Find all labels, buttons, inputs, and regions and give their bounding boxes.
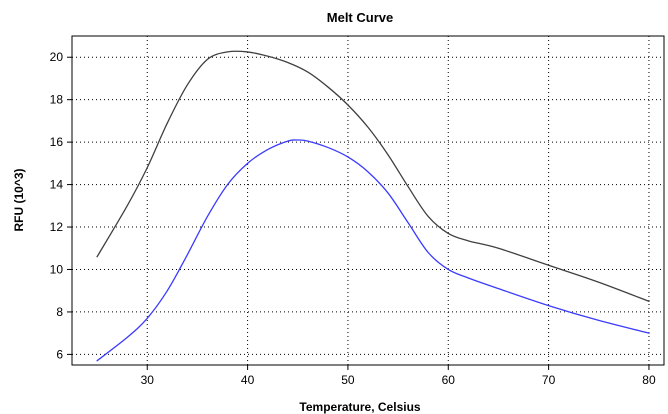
series-layer <box>96 50 650 362</box>
y-tick-label: 10 <box>50 262 64 276</box>
x-axis-label: Temperature, Celsius <box>299 400 420 414</box>
x-tick-label: 70 <box>542 373 556 387</box>
y-tick-label: 14 <box>50 178 64 192</box>
series-line-2 <box>96 139 650 362</box>
grid <box>72 36 664 365</box>
x-tick-label: 40 <box>241 373 255 387</box>
y-axis-label: RFU (10^3) <box>12 168 26 231</box>
axis-ticks: 30 40 50 60 70 80 6 8 10 12 14 16 18 20 <box>50 50 656 387</box>
x-tick-label: 80 <box>642 373 656 387</box>
x-tick-label: 50 <box>341 373 355 387</box>
series-line-1 <box>96 50 650 302</box>
x-tick-label: 60 <box>442 373 456 387</box>
y-tick-label: 6 <box>56 347 63 361</box>
y-tick-label: 18 <box>50 93 64 107</box>
y-tick-label: 16 <box>50 135 64 149</box>
y-tick-label: 20 <box>50 50 64 64</box>
y-tick-label: 12 <box>50 220 64 234</box>
plot-frame <box>71 35 665 366</box>
y-tick-label: 8 <box>56 305 63 319</box>
chart-title: Melt Curve <box>327 10 393 25</box>
x-tick-label: 30 <box>141 373 155 387</box>
